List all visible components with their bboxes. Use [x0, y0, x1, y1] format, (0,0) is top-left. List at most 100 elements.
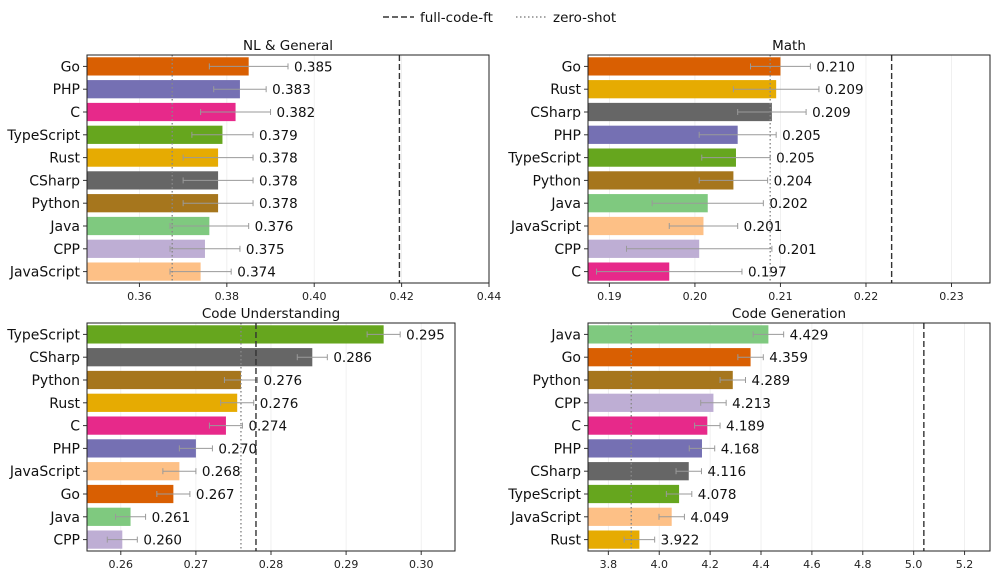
category-label-java: Java — [49, 510, 80, 526]
bar-cpp — [588, 393, 714, 412]
value-label-cpp: 0.201 — [778, 242, 817, 258]
value-label-go: 4.359 — [769, 350, 808, 366]
value-label-php: 0.270 — [218, 441, 257, 457]
category-label-typescript: TypeScript — [6, 128, 80, 144]
value-label-c: 0.382 — [277, 105, 316, 121]
value-label-go: 0.267 — [196, 487, 235, 503]
category-label-cpp: CPP — [554, 396, 581, 412]
bar-c — [87, 416, 226, 435]
x-tick-label: 0.19 — [597, 290, 622, 303]
x-tick-label: 0.23 — [939, 290, 964, 303]
category-label-javascript: JavaScript — [510, 510, 582, 526]
category-label-rust: Rust — [49, 151, 80, 167]
category-label-rust: Rust — [550, 533, 581, 549]
category-label-csharp: CSharp — [530, 464, 581, 480]
category-label-go: Go — [562, 350, 581, 366]
category-label-php: PHP — [53, 441, 80, 457]
x-tick-label: 4.6 — [803, 558, 821, 571]
value-label-c: 4.189 — [726, 419, 765, 435]
value-label-csharp: 0.378 — [259, 173, 298, 189]
panel-code-understanding: 0.26 0.27 0.28 0.29 0.30 TypeScript 0.295 CShar… — [6, 306, 456, 571]
category-label-javascript: JavaScript — [9, 265, 81, 281]
category-label-python: Python — [532, 373, 581, 389]
value-label-java: 0.202 — [769, 196, 808, 212]
value-label-javascript: 4.049 — [690, 510, 729, 526]
x-tick-label: 0.21 — [768, 290, 793, 303]
category-label-rust: Rust — [49, 396, 80, 412]
bar-go — [588, 348, 751, 367]
value-label-typescript: 0.205 — [776, 151, 815, 167]
bar-javascript — [588, 216, 704, 236]
value-label-python: 4.289 — [751, 373, 790, 389]
value-label-php: 0.383 — [272, 82, 311, 98]
bar-rust — [87, 148, 219, 167]
bar-c — [87, 102, 236, 122]
bar-java — [588, 325, 769, 344]
x-tick-label: 0.20 — [683, 290, 708, 303]
value-label-rust: 0.276 — [260, 396, 299, 412]
category-label-typescript: TypeScript — [6, 327, 80, 343]
bar-java — [87, 216, 210, 236]
value-label-cpp: 0.375 — [246, 242, 285, 258]
category-label-go: Go — [562, 59, 581, 75]
panel-math: 0.19 0.20 0.21 0.22 0.23 Go 0.210 Rust 0.209 CSha… — [507, 38, 991, 303]
bar-python — [588, 370, 733, 390]
category-label-rust: Rust — [550, 82, 581, 98]
bar-php — [588, 439, 702, 458]
value-label-csharp: 0.286 — [333, 350, 372, 366]
value-label-c: 0.197 — [748, 265, 787, 281]
value-label-javascript: 0.374 — [237, 265, 276, 281]
bar-javascript — [87, 462, 180, 481]
x-tick-label: 5.2 — [956, 558, 974, 571]
bar-typescript — [588, 148, 736, 167]
bar-rust — [588, 530, 640, 549]
category-label-c: C — [70, 105, 80, 121]
x-tick-label: 0.26 — [109, 558, 134, 571]
plot-frame — [587, 54, 991, 284]
panel-title: NL & General — [243, 38, 333, 54]
bar-rust — [588, 80, 777, 99]
category-label-typescript: TypeScript — [507, 151, 581, 167]
bar-csharp — [588, 102, 772, 122]
bar-php — [87, 80, 240, 99]
category-label-cpp: CPP — [554, 242, 581, 258]
value-label-typescript: 4.078 — [698, 487, 737, 503]
bar-python — [87, 194, 219, 213]
category-label-python: Python — [31, 373, 80, 389]
bar-php — [87, 439, 196, 458]
panel-title: Code Understanding — [202, 306, 340, 322]
panel-title: Math — [772, 38, 806, 54]
category-label-csharp: CSharp — [530, 105, 581, 121]
x-tick-label: 0.40 — [302, 290, 327, 303]
x-tick-label: 0.28 — [259, 558, 284, 571]
category-label-cpp: CPP — [53, 533, 80, 549]
plot-frame — [587, 322, 991, 552]
legend-full-code-ft-label: full-code-ft — [420, 10, 493, 26]
category-label-python: Python — [532, 173, 581, 189]
x-tick-label: 0.36 — [127, 290, 152, 303]
category-label-c: C — [571, 265, 581, 281]
value-label-c: 0.274 — [248, 419, 287, 435]
value-label-python: 0.276 — [263, 373, 302, 389]
bar-go — [87, 57, 249, 76]
x-tick-label: 4.4 — [752, 558, 770, 571]
bar-php — [588, 125, 738, 144]
bar-csharp — [87, 348, 313, 367]
category-label-go: Go — [61, 59, 80, 75]
value-label-go: 0.385 — [294, 59, 333, 75]
category-label-c: C — [70, 419, 80, 435]
category-label-php: PHP — [53, 82, 80, 98]
value-label-cpp: 4.213 — [732, 396, 771, 412]
x-tick-label: 4.0 — [650, 558, 668, 571]
category-label-python: Python — [31, 196, 80, 212]
x-tick-label: 4.8 — [854, 558, 872, 571]
bar-java — [87, 507, 131, 526]
bar-cpp — [87, 530, 123, 549]
category-label-c: C — [571, 419, 581, 435]
category-label-java: Java — [49, 219, 80, 235]
value-label-rust: 3.922 — [661, 533, 700, 549]
bar-java — [588, 194, 708, 213]
bar-c — [588, 416, 708, 435]
bar-csharp — [87, 171, 219, 190]
